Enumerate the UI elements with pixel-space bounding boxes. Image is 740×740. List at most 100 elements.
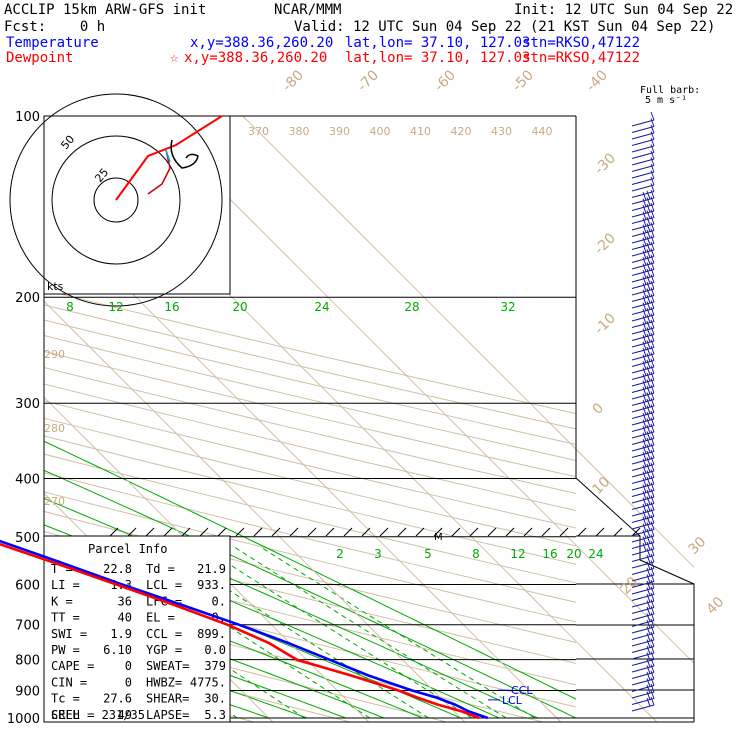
wind-barb	[631, 339, 655, 354]
mixing-ratio-label: 12	[510, 547, 525, 561]
wind-barb	[631, 430, 655, 445]
wind-barb-feather	[642, 296, 647, 305]
wind-barb-staff	[631, 119, 655, 127]
wind-barb-feather	[646, 684, 651, 694]
parcel-key: CAPE =	[51, 659, 94, 673]
pressure-tick-label: 900	[15, 684, 40, 699]
wind-barb-staff	[631, 581, 655, 588]
wind-barb-feather	[650, 644, 655, 654]
theta-e-label: 24	[314, 300, 329, 314]
dry-adiabat-line	[44, 573, 576, 708]
wind-barb-staff	[631, 561, 655, 569]
wind-barb-feather	[650, 605, 655, 615]
wind-barb	[631, 274, 655, 289]
pressure-tick-label: 800	[15, 654, 40, 669]
hatch-tick	[613, 527, 623, 537]
wind-barb-feather	[650, 456, 655, 465]
wind-barb-feather	[646, 197, 651, 206]
wind-barb-feather	[642, 393, 647, 402]
wind-barb-staff	[631, 685, 655, 692]
wind-barb-feather	[650, 495, 655, 504]
wind-barb-feather	[646, 353, 651, 362]
wind-barb-feather	[646, 431, 651, 440]
mixing-ratio-line	[234, 546, 507, 719]
wind-barb-feather	[650, 254, 655, 264]
parcel-value: 899.	[197, 627, 226, 641]
wind-barb-staff	[631, 542, 655, 549]
hatch-tick	[559, 527, 569, 537]
wind-barb-staff	[631, 288, 655, 296]
hodograph-ring-outer	[51, 135, 181, 265]
wind-barb	[631, 631, 655, 647]
parcel-key: LCL =	[146, 578, 182, 592]
wind-barb-feather	[646, 619, 651, 629]
wind-barb	[631, 228, 655, 244]
wind-barb-feather	[650, 170, 655, 179]
parcel-key: SREH =	[51, 708, 94, 722]
mixing-ratio-line	[260, 546, 535, 719]
wind-barb-staff	[631, 568, 655, 575]
wind-barb-feather	[650, 261, 655, 270]
parcel-key: EL =	[146, 611, 175, 625]
pressure-tick-label: 100	[15, 110, 40, 125]
wind-barb-feather	[642, 315, 647, 324]
parcel-key: YGP =	[146, 643, 182, 657]
wind-barb	[631, 501, 655, 517]
wind-barb	[631, 150, 655, 166]
wind-barb-staff	[631, 145, 655, 153]
temperature-line	[0, 539, 489, 720]
pressure-tick-label: 300	[15, 397, 40, 412]
wind-barb	[631, 456, 655, 471]
hatch-tick	[361, 527, 371, 537]
wind-barb-feather	[650, 586, 655, 595]
wind-barb-feather	[650, 111, 655, 121]
wind-barb-staff	[631, 386, 655, 393]
wind-barb	[631, 462, 655, 478]
parcel-value: 6.10	[103, 643, 132, 657]
wind-barb-staff	[631, 321, 655, 328]
wind-barb-feather	[646, 236, 651, 245]
hatch-tick	[199, 527, 209, 537]
wind-barb-feather	[646, 223, 651, 232]
wind-barb	[631, 625, 655, 640]
wind-barb-staff	[631, 126, 655, 133]
wind-barb	[631, 371, 655, 387]
wind-barb-staff	[631, 217, 655, 224]
wind-barb-staff	[631, 191, 655, 198]
wind-barb-feather	[642, 192, 647, 201]
wind-barb-feather	[646, 444, 651, 453]
wind-barb	[631, 183, 655, 198]
wind-barb-staff	[631, 327, 655, 335]
wind-barb-feather	[646, 509, 651, 518]
wind-barb-staff	[631, 477, 655, 484]
wind-barb-feather	[646, 320, 651, 330]
wind-barb-feather	[642, 244, 647, 253]
wind-barb-feather	[642, 257, 647, 266]
isotherm-line	[242, 116, 694, 568]
wind-barb-feather	[650, 365, 655, 374]
wind-barb-feather	[642, 478, 647, 487]
hodograph-units: kts	[47, 280, 64, 293]
wind-barb-feather	[642, 413, 647, 422]
wind-barb	[631, 209, 655, 224]
wind-barb-feather	[646, 275, 651, 284]
wind-barb-feather	[650, 189, 655, 199]
legend-dewpoint-latlon: lat,lon= 37.10, 127.03	[345, 50, 531, 66]
moist-adiabat-line	[44, 591, 385, 719]
wind-barb	[631, 540, 655, 556]
wind-barb	[631, 163, 655, 179]
wind-barb-staff	[631, 594, 655, 601]
wind-barb-staff	[631, 555, 655, 562]
wind-barb-staff	[631, 184, 655, 192]
wind-barb-feather	[646, 639, 651, 648]
wind-barb-feather	[646, 587, 651, 596]
wind-barb-feather	[646, 203, 651, 213]
lcl-label: LCL	[502, 694, 523, 707]
parcel-value: 379	[204, 659, 226, 673]
wind-barb-feather	[646, 535, 651, 544]
wind-barb-feather	[646, 476, 651, 486]
wind-barb	[631, 248, 655, 263]
wind-barb-feather	[646, 574, 651, 583]
wind-barb-feather	[646, 281, 651, 291]
